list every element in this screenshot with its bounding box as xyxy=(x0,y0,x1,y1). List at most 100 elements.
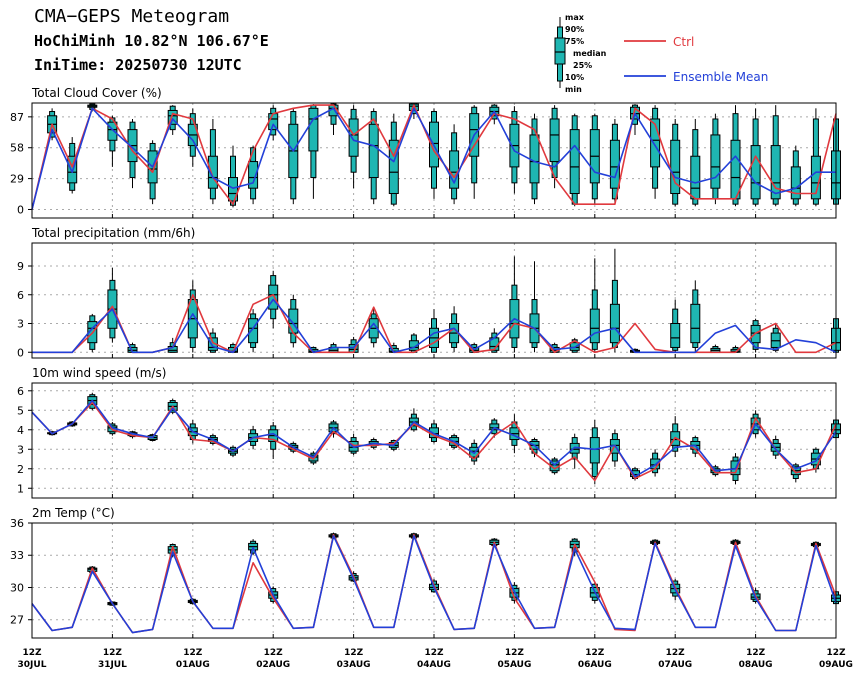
y-tick-label: 0 xyxy=(17,346,24,359)
x-tick-label-date: 06AUG xyxy=(578,660,612,670)
y-tick-label: 5 xyxy=(17,404,24,417)
ensemble-mean-line xyxy=(31,399,837,478)
box-inner xyxy=(790,166,801,200)
box-inner xyxy=(770,145,781,200)
x-tick-label-time: 12Z xyxy=(585,648,605,658)
box-inner xyxy=(690,303,701,344)
legend-key-3: median xyxy=(573,49,607,58)
box-plot xyxy=(770,323,781,353)
box-inner xyxy=(107,121,118,141)
box-plot xyxy=(569,433,580,469)
box-inner xyxy=(549,118,560,163)
x-tick-label-time: 12Z xyxy=(183,648,203,658)
box-inner xyxy=(589,437,600,464)
box-inner xyxy=(609,303,620,344)
chart-title: CMA−GEPS Meteogram xyxy=(34,6,230,27)
y-tick-label: 4 xyxy=(17,424,24,437)
y-tick-label: 9 xyxy=(17,260,24,273)
x-tick-label-date: 08AUG xyxy=(739,660,773,670)
x-tick-label-date: 01AUG xyxy=(176,660,210,670)
location-label: HoChiMinh 10.82°N 106.67°E xyxy=(34,32,269,50)
box-inner xyxy=(368,123,379,179)
init-time-label: IniTime: 20250730 12UTC xyxy=(34,56,242,74)
box-inner xyxy=(589,308,600,344)
panel-title: 10m wind speed (m/s) xyxy=(32,366,166,380)
box-inner xyxy=(248,318,259,344)
box-inner xyxy=(650,118,661,168)
box-inner xyxy=(248,161,259,189)
x-tick-label-time: 12Z xyxy=(103,648,123,658)
box-plot xyxy=(187,280,198,353)
y-tick-label: 3 xyxy=(17,318,24,331)
box-plot xyxy=(509,256,520,353)
box-plot xyxy=(429,108,439,199)
box-plot xyxy=(288,108,299,205)
y-tick-label: 6 xyxy=(17,289,24,302)
x-tick-label-time: 12Z xyxy=(424,648,444,658)
legend-key-1: 90% xyxy=(565,25,584,34)
box-inner xyxy=(569,342,580,351)
box-inner xyxy=(228,177,238,202)
box-inner xyxy=(167,109,178,125)
box-plot xyxy=(429,309,439,353)
box-inner xyxy=(670,323,681,348)
box-plot xyxy=(690,280,701,353)
box-plot xyxy=(670,299,681,353)
x-tick-label-time: 12Z xyxy=(746,648,766,658)
box-inner xyxy=(207,155,218,189)
box-plot xyxy=(770,435,781,460)
ensemble-mean-line xyxy=(32,298,837,354)
x-tick-label-date: 04AUG xyxy=(417,660,451,670)
box-inner xyxy=(710,134,721,189)
x-tick-label-time: 12Z xyxy=(344,648,364,658)
panel-2: 10m wind speed (m/s) 1 2 3 4 5 6 xyxy=(17,366,841,499)
y-tick-label: 30 xyxy=(10,581,24,594)
y-tick-label: 29 xyxy=(10,173,24,186)
box-plot xyxy=(710,113,721,205)
box-plot xyxy=(609,429,620,467)
x-tick-label-date: 30JUL xyxy=(18,660,47,670)
x-tick-label-time: 12Z xyxy=(22,648,42,658)
box-plot xyxy=(489,418,500,438)
x-tick-label-date: 05AUG xyxy=(497,660,531,670)
box-inner xyxy=(730,139,741,200)
box-plot xyxy=(368,108,379,205)
y-tick-label: 87 xyxy=(10,111,24,124)
box-plot xyxy=(529,261,540,353)
panel-title: 2m Temp (°C) xyxy=(32,506,115,520)
legend-key-2: 75% xyxy=(565,37,584,46)
box-inner xyxy=(690,155,701,200)
legend-key-6: min xyxy=(565,85,582,94)
box-plot xyxy=(569,113,580,207)
x-tick-label-time: 12Z xyxy=(505,648,525,658)
x-tick-label-time: 12Z xyxy=(666,648,686,658)
box-plot xyxy=(770,105,781,207)
legend-key-5: 10% xyxy=(565,73,584,82)
box-plot xyxy=(408,408,419,432)
box-plot xyxy=(187,108,198,167)
x-axis-labels: 12Z 30JUL 12Z 31JUL 12Z 01AUG 12Z 02AUG 12Z 03AUG… xyxy=(18,648,853,670)
box-inner xyxy=(308,107,319,152)
box-inner xyxy=(529,134,540,184)
box-plot xyxy=(288,294,299,348)
box-plot xyxy=(207,118,218,205)
box-plot xyxy=(348,105,359,189)
box-plot xyxy=(449,124,460,205)
panel-title: Total Cloud Cover (%) xyxy=(31,86,162,100)
y-tick-label: 2 xyxy=(17,463,24,476)
x-tick-label-time: 12Z xyxy=(826,648,846,658)
legend-label-0: Ctrl xyxy=(673,35,694,49)
box-inner xyxy=(408,340,419,351)
x-tick-label-time: 12Z xyxy=(264,648,284,658)
box-inner xyxy=(388,139,399,195)
box-plot xyxy=(167,105,178,135)
y-tick-label: 1 xyxy=(17,482,24,495)
box-plot xyxy=(609,248,620,353)
box-inner xyxy=(569,129,580,195)
ctrl-line xyxy=(31,533,837,634)
y-tick-label: 3 xyxy=(17,443,24,456)
y-tick-label: 0 xyxy=(17,203,24,216)
legend-key-4: 25% xyxy=(573,61,592,70)
box-plot xyxy=(228,145,238,208)
box-plot xyxy=(790,145,801,207)
